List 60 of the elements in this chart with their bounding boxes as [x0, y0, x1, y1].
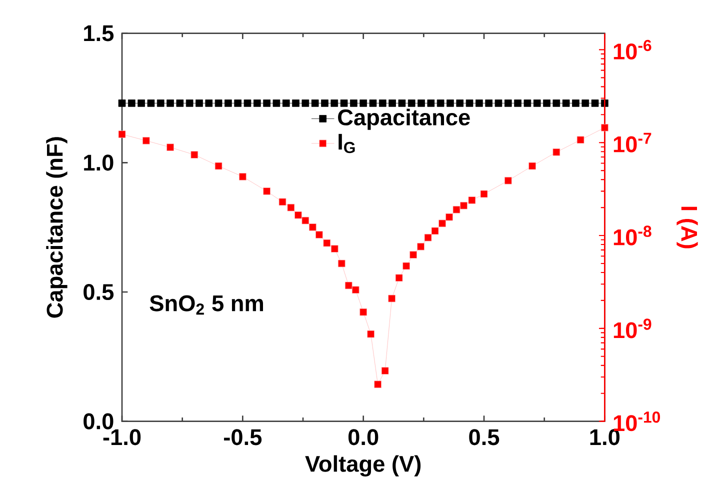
y2-tick-label: 10$^{-9}$	[614, 318, 652, 338]
y-tick-label: 0.5	[84, 284, 114, 300]
point	[360, 308, 368, 316]
y2-tick-label: 10$^{-7}$	[614, 132, 652, 152]
y2-tick-label: 10$^{-6}$	[614, 40, 652, 60]
point	[278, 198, 286, 206]
point	[402, 262, 410, 270]
y-tick-label: 1.5	[84, 25, 114, 42]
point	[381, 367, 389, 374]
y-tick-label: 0.0	[84, 413, 114, 430]
x-tick-label: -0.5	[224, 429, 262, 446]
x-tick-label: 0.0	[348, 429, 378, 446]
point	[294, 211, 302, 219]
y-tick-label: 1.0	[84, 154, 114, 171]
point	[576, 136, 584, 144]
point	[374, 380, 382, 388]
point	[214, 162, 222, 170]
point	[552, 148, 560, 156]
y2-tick-label: 10$^{-8}$	[614, 226, 652, 246]
point	[344, 282, 352, 290]
point	[190, 151, 198, 158]
point	[166, 144, 174, 151]
point	[468, 196, 476, 204]
point	[239, 173, 246, 180]
point	[446, 213, 453, 221]
x-tick-label: 1.0	[590, 429, 620, 446]
point	[424, 234, 432, 242]
point	[438, 220, 446, 228]
y2-axis-title: I (A)	[676, 206, 698, 248]
annotation: SnO$_{2}$ 5 nm	[150, 295, 263, 315]
point	[302, 216, 310, 224]
point	[431, 227, 439, 235]
point	[601, 124, 608, 132]
point	[316, 231, 323, 238]
point	[142, 136, 150, 144]
point	[287, 204, 295, 212]
point	[338, 260, 346, 268]
legend-label: Capacitance	[338, 108, 470, 130]
point	[308, 224, 316, 231]
point	[388, 294, 396, 302]
point	[504, 176, 512, 184]
legend-label: I$_{G}$	[338, 134, 355, 154]
x-axis-title: Voltage (V)	[305, 455, 421, 476]
point	[118, 130, 126, 138]
point	[323, 239, 331, 247]
point	[410, 251, 417, 258]
point	[263, 188, 270, 195]
point	[480, 190, 488, 198]
x-tick-label: 0.5	[469, 429, 500, 446]
point	[452, 206, 460, 214]
point	[352, 286, 360, 294]
y-axis-title: Capacitance (nF)	[46, 137, 68, 318]
point	[367, 330, 374, 338]
point	[330, 245, 338, 252]
y2-tick-label: 10$^{-10}$	[614, 412, 660, 432]
point	[528, 162, 536, 170]
x-tick-label: -1.0	[103, 429, 141, 446]
point	[395, 274, 403, 282]
point	[417, 242, 424, 250]
point	[460, 202, 468, 210]
